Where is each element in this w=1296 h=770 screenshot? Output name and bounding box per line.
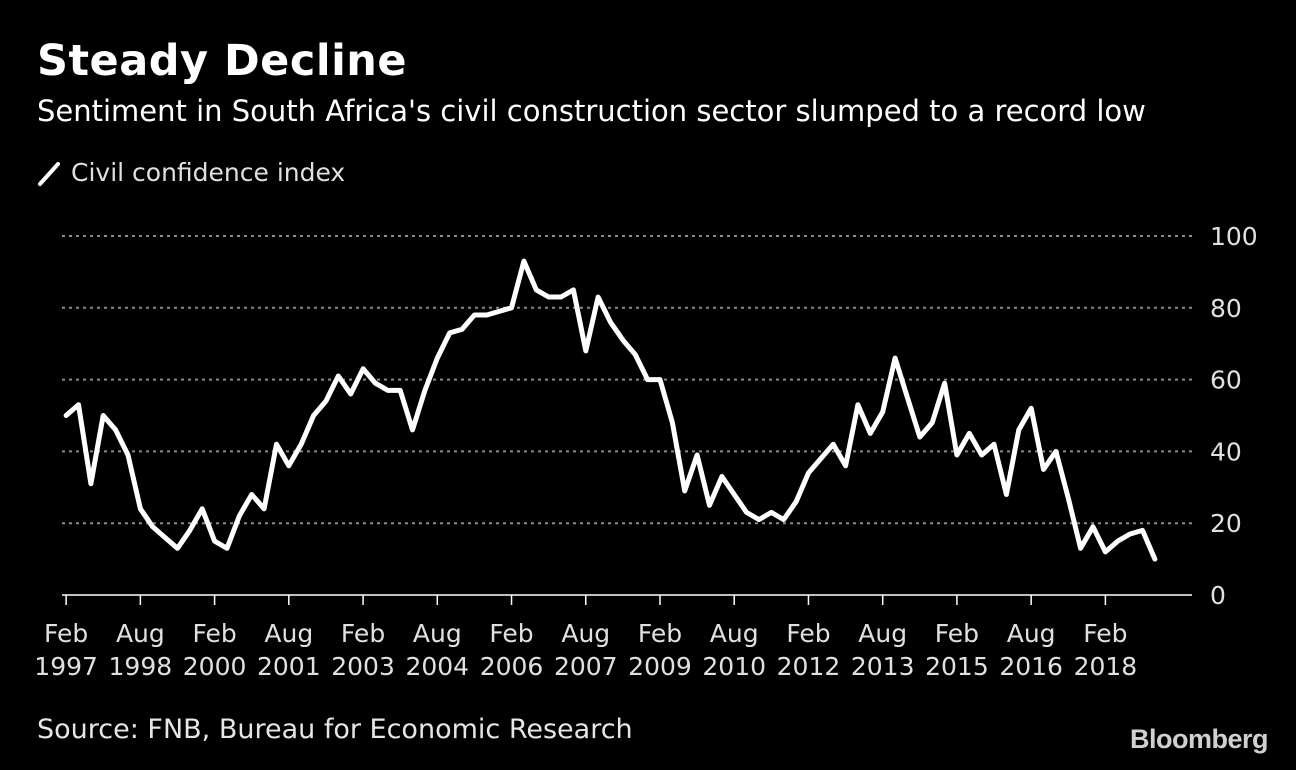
x-tick-label-year: 1997 bbox=[34, 652, 98, 681]
chart-title: Steady Decline bbox=[37, 36, 408, 86]
x-tick-label-month: Feb bbox=[1083, 619, 1127, 648]
x-tick-label-year: 2015 bbox=[925, 652, 989, 681]
legend-label: Civil confidence index bbox=[71, 157, 346, 187]
x-tick-label-month: Feb bbox=[341, 619, 385, 648]
x-tick-label-month: Aug bbox=[561, 619, 610, 648]
x-tick-label-month: Aug bbox=[710, 619, 759, 648]
x-tick-label-month: Aug bbox=[1007, 619, 1056, 648]
bloomberg-logo: Bloomberg bbox=[1129, 724, 1269, 754]
x-tick-label-year: 2012 bbox=[777, 652, 841, 681]
y-tick-label: 60 bbox=[1210, 366, 1242, 395]
x-tick-label-month: Feb bbox=[489, 619, 533, 648]
x-tick-label-month: Aug bbox=[858, 619, 907, 648]
x-tick-label-month: Feb bbox=[786, 619, 830, 648]
x-tick-label-year: 2001 bbox=[257, 652, 321, 681]
legend: Civil confidence index bbox=[37, 157, 345, 187]
x-tick-label-year: 2009 bbox=[628, 652, 692, 681]
x-tick-label-year: 2007 bbox=[554, 652, 618, 681]
x-tick-label-year: 2010 bbox=[702, 652, 766, 681]
y-tick-label: 40 bbox=[1210, 437, 1242, 466]
source-note: Source: FNB, Bureau for Economic Researc… bbox=[37, 714, 633, 745]
y-tick-label: 80 bbox=[1210, 294, 1242, 323]
y-tick-label: 100 bbox=[1210, 222, 1258, 251]
legend-line-icon bbox=[38, 162, 60, 186]
x-tick-label-year: 2006 bbox=[480, 652, 544, 681]
y-tick-label: 20 bbox=[1210, 509, 1242, 538]
x-tick-label-month: Feb bbox=[192, 619, 236, 648]
x-tick-label-month: Feb bbox=[44, 619, 88, 648]
y-tick-label: 0 bbox=[1210, 581, 1226, 610]
x-tick-label-year: 1998 bbox=[109, 652, 173, 681]
x-tick-label-year: 2016 bbox=[999, 652, 1063, 681]
chart-subtitle: Sentiment in South Africa's civil constr… bbox=[37, 94, 1146, 128]
x-tick-label-year: 2003 bbox=[331, 652, 395, 681]
series-line-civil-confidence bbox=[63, 258, 1158, 562]
x-tick-label-month: Aug bbox=[116, 619, 165, 648]
x-tick-label-month: Aug bbox=[264, 619, 313, 648]
x-tick-label-year: 2013 bbox=[851, 652, 915, 681]
x-tick-label-month: Aug bbox=[413, 619, 462, 648]
x-tick-label-month: Feb bbox=[935, 619, 979, 648]
x-tick-label-year: 2004 bbox=[405, 652, 469, 681]
x-tick-label-year: 2000 bbox=[183, 652, 247, 681]
x-tick-label-month: Feb bbox=[638, 619, 682, 648]
x-tick-label-year: 2018 bbox=[1074, 652, 1138, 681]
